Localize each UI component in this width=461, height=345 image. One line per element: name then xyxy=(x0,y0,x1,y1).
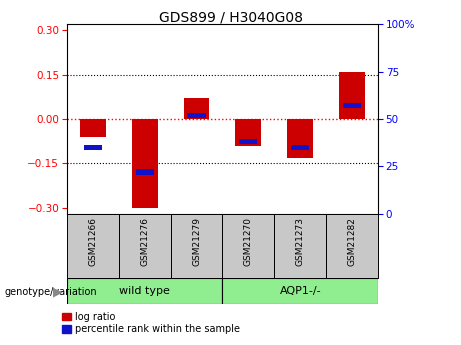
Bar xyxy=(287,119,313,158)
Bar xyxy=(343,103,361,108)
Text: GSM21270: GSM21270 xyxy=(244,217,253,266)
Text: GSM21282: GSM21282 xyxy=(348,217,357,266)
Bar xyxy=(84,145,102,150)
Bar xyxy=(339,71,365,119)
Bar xyxy=(132,119,158,208)
Legend: log ratio, percentile rank within the sample: log ratio, percentile rank within the sa… xyxy=(63,312,240,334)
Bar xyxy=(183,98,209,119)
Text: ▶: ▶ xyxy=(53,285,62,298)
Bar xyxy=(136,169,154,175)
Bar xyxy=(236,119,261,146)
Bar xyxy=(188,112,206,118)
Bar xyxy=(67,214,118,278)
Bar xyxy=(118,214,171,278)
Bar xyxy=(239,139,257,145)
Bar xyxy=(67,278,222,304)
Bar xyxy=(80,119,106,137)
Text: genotype/variation: genotype/variation xyxy=(5,287,97,296)
Bar xyxy=(326,214,378,278)
Bar xyxy=(291,145,309,150)
Text: wild type: wild type xyxy=(119,286,170,296)
Bar xyxy=(274,214,326,278)
Bar xyxy=(171,214,222,278)
Text: GSM21279: GSM21279 xyxy=(192,217,201,266)
Text: GDS899 / H3040G08: GDS899 / H3040G08 xyxy=(159,10,302,24)
Text: AQP1-/-: AQP1-/- xyxy=(279,286,321,296)
Text: GSM21276: GSM21276 xyxy=(140,217,149,266)
Text: GSM21266: GSM21266 xyxy=(88,217,97,266)
Text: GSM21273: GSM21273 xyxy=(296,217,305,266)
Bar xyxy=(222,214,274,278)
Bar xyxy=(222,278,378,304)
